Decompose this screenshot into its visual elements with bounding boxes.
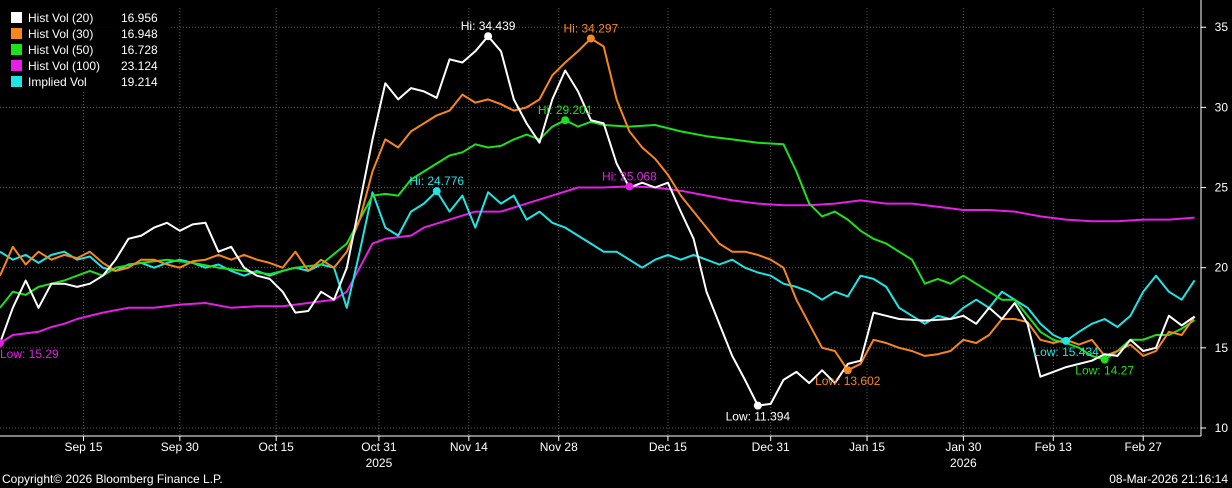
annotation-dot: [432, 187, 441, 196]
legend-swatch: [11, 12, 22, 23]
x-year-label: 2026: [950, 456, 977, 470]
legend-last-value: 16.948: [121, 27, 158, 41]
annotation-dot: [625, 182, 634, 191]
x-tick-label: Feb 27: [1125, 440, 1163, 454]
annotation-label: Low: 15.434: [1033, 345, 1099, 359]
annotation-label: Hi: 34.439: [461, 19, 516, 33]
y-tick-label: 20: [1215, 261, 1229, 275]
annotation-label: Hi: 29.201: [538, 103, 593, 117]
x-tick-label: Dec 15: [649, 440, 687, 454]
x-tick-label: Feb 13: [1035, 440, 1073, 454]
annotation-dot: [586, 34, 595, 43]
legend-last-value: 23.124: [121, 59, 158, 73]
y-tick-label: 35: [1215, 20, 1229, 34]
x-tick-label: Sep 15: [64, 440, 102, 454]
x-tick-label: Oct 31: [361, 440, 397, 454]
annotation-label: Hi: 25.068: [602, 169, 657, 183]
annotation-label: Low: 14.27: [1075, 364, 1134, 378]
series-line: [0, 37, 1196, 372]
annotation-dot: [484, 32, 493, 41]
series-line: [0, 185, 1195, 345]
y-tick-label: 30: [1215, 100, 1229, 114]
legend: Hist Vol (20) 16.956 Hist Vol (30) 16.948 Hi…: [0, 8, 170, 92]
annotation-label: Hi: 24.776: [409, 174, 464, 188]
x-tick-label: Jan 15: [849, 440, 885, 454]
series-lines: [0, 35, 1196, 407]
timestamp-text: 08-Mar-2026 21:16:14: [1109, 472, 1228, 486]
legend-series-name: Hist Vol (20): [28, 11, 93, 25]
grid-lines: [0, 8, 1201, 436]
x-year-label: 2025: [366, 456, 393, 470]
legend-last-value: 19.214: [121, 75, 158, 89]
annotation-label: Low: 13.602: [815, 374, 881, 388]
annotation-dot: [843, 366, 852, 375]
annotation-dot: [1100, 355, 1109, 364]
x-tick-label: Sep 30: [161, 440, 199, 454]
y-tick-label: 25: [1215, 181, 1229, 195]
series-line: [0, 35, 1196, 407]
x-tick-label: Oct 15: [258, 440, 294, 454]
legend-swatch: [11, 28, 22, 39]
legend-last-value: 16.728: [121, 43, 158, 57]
x-tick-label: Nov 14: [450, 440, 488, 454]
legend-last-value: 16.956: [121, 11, 158, 25]
series-line: [0, 190, 1196, 342]
annotation-dot: [753, 401, 762, 410]
x-tick-label: Dec 31: [752, 440, 790, 454]
annotation-dot: [0, 339, 4, 348]
annotation-dot: [561, 116, 570, 125]
copyright-text: Copyright© 2026 Bloomberg Finance L.P.: [2, 472, 223, 486]
legend-series-name: Hist Vol (50): [28, 43, 93, 57]
x-tick-label: Nov 28: [540, 440, 578, 454]
y-tick-label: 15: [1215, 341, 1229, 355]
legend-series-name: Hist Vol (100): [28, 59, 100, 73]
annotation-dot: [1062, 336, 1071, 345]
legend-swatch: [11, 44, 22, 55]
annotation-label: Low: 11.394: [726, 410, 791, 424]
legend-swatch: [11, 76, 22, 87]
annotation-label: Hi: 34.297: [564, 22, 619, 36]
legend-background: [0, 8, 170, 92]
series-line: [0, 119, 1196, 361]
y-tick-label: 10: [1215, 421, 1229, 435]
annotation-label: Low: 15.29: [0, 347, 59, 361]
legend-swatch: [11, 60, 22, 71]
x-tick-label: Jan 30: [945, 440, 981, 454]
legend-series-name: Implied Vol: [28, 75, 87, 89]
hi-low-annotations: Hi: 34.439 Hi: 34.297 Hi: 29.201 Hi: 25.068…: [0, 19, 1134, 424]
legend-series-name: Hist Vol (30): [28, 27, 93, 41]
